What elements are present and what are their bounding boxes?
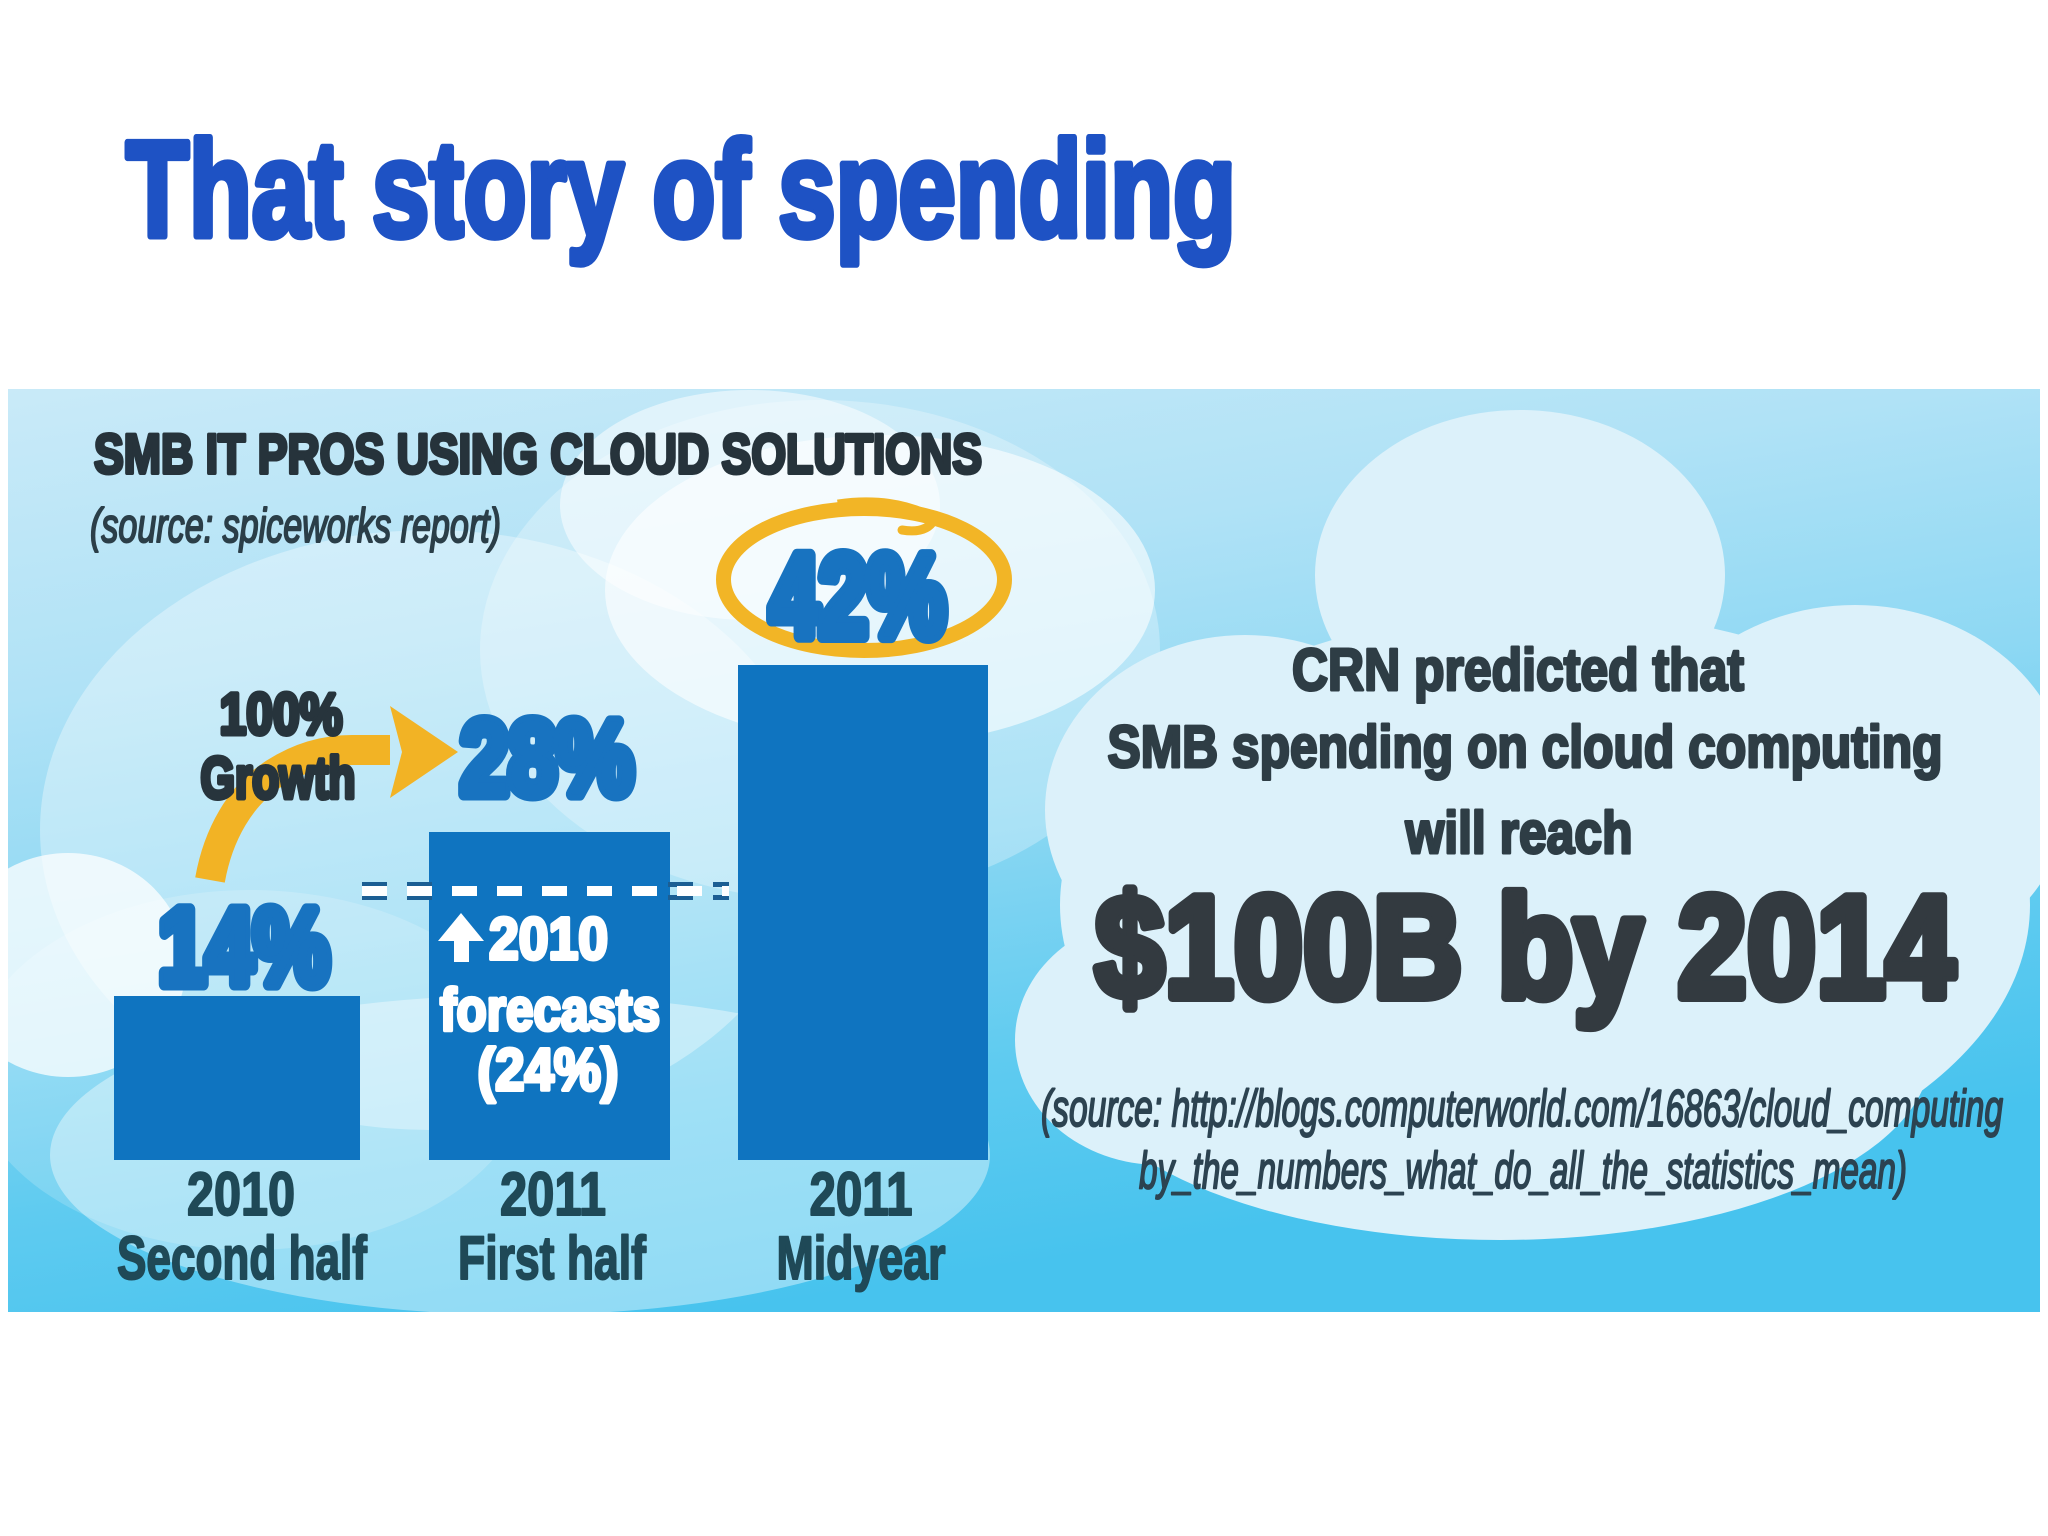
svg-text:First half: First half: [458, 1224, 646, 1292]
svg-text:$100B by 2014: $100B by 2014: [1095, 866, 1955, 1028]
svg-text:(24%): (24%): [478, 1037, 619, 1103]
svg-text:That story of spending: That story of spending: [126, 113, 1236, 265]
svg-text:14%: 14%: [159, 886, 330, 1007]
svg-text:SMB spending on cloud computin: SMB spending on cloud computing: [1108, 714, 1943, 780]
svg-text:2010: 2010: [489, 906, 608, 972]
svg-text:28%: 28%: [461, 700, 634, 817]
svg-text:2011: 2011: [810, 1160, 913, 1228]
svg-text:2011: 2011: [500, 1160, 606, 1228]
svg-text:Second half: Second half: [117, 1224, 367, 1292]
svg-text:by_the_numbers_what_do_all_the: by_the_numbers_what_do_all_the_statistic…: [1139, 1142, 1907, 1200]
svg-text:(source: spiceworks report): (source: spiceworks report): [90, 500, 501, 553]
svg-text:forecasts: forecasts: [440, 977, 660, 1043]
svg-text:100%: 100%: [220, 682, 343, 747]
svg-text:42%: 42%: [770, 531, 946, 661]
svg-text:Midyear: Midyear: [777, 1224, 946, 1292]
svg-text:2010: 2010: [187, 1160, 295, 1228]
svg-text:Growth: Growth: [201, 746, 356, 811]
svg-text:(source: http://blogs.computer: (source: http://blogs.computerworld.com/…: [1041, 1080, 2003, 1138]
svg-text:SMB IT PROS USING CLOUD SOLUTI: SMB IT PROS USING CLOUD SOLUTIONS: [94, 422, 982, 485]
svg-text:CRN predicted that: CRN predicted that: [1292, 637, 1744, 703]
svg-text:will reach: will reach: [1405, 800, 1633, 866]
